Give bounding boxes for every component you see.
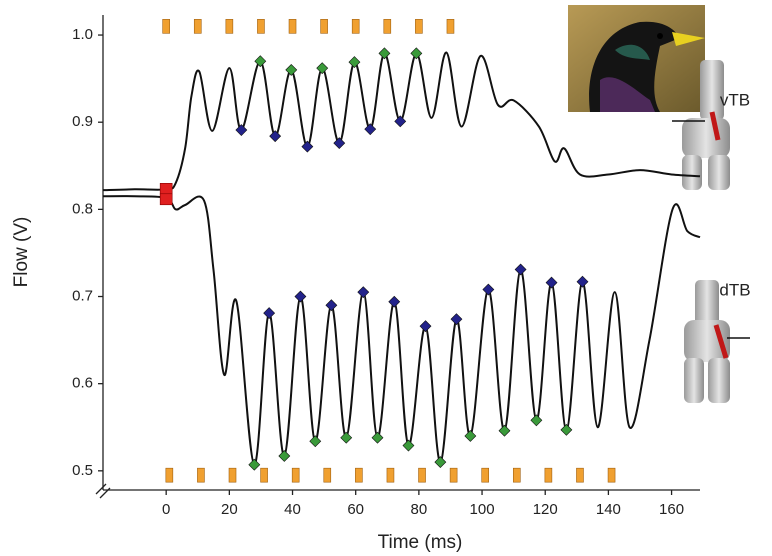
diamond-marker bbox=[560, 423, 573, 436]
diamond-marker bbox=[498, 424, 511, 437]
x-tick-label: 40 bbox=[284, 501, 301, 518]
diamond-marker bbox=[301, 140, 314, 153]
diamond-marker bbox=[514, 263, 527, 276]
diamond-marker bbox=[371, 431, 384, 444]
stimulus-mark bbox=[355, 467, 363, 483]
diamond-marker bbox=[248, 458, 261, 471]
trace-line bbox=[102, 195, 701, 466]
stimulus-mark bbox=[225, 19, 234, 34]
x-tick-label: 60 bbox=[347, 501, 364, 518]
y-tick-label: 0.8 bbox=[72, 200, 93, 217]
diamond-marker bbox=[309, 435, 322, 448]
diamond-marker bbox=[278, 450, 291, 462]
stimulus-mark bbox=[607, 467, 616, 483]
stimulus-mark bbox=[257, 19, 265, 34]
stimulus-mark bbox=[512, 467, 521, 483]
stimulus-mark bbox=[386, 467, 395, 483]
syrinx-icon bbox=[672, 60, 730, 190]
stimulus-mark bbox=[165, 467, 174, 483]
bird-photo bbox=[568, 5, 705, 113]
stimulus-mark bbox=[418, 467, 426, 483]
stimulus-mark bbox=[323, 467, 332, 483]
y-tick-label: 0.7 bbox=[72, 287, 93, 304]
diamond-marker bbox=[530, 414, 543, 427]
stimulus-mark bbox=[193, 19, 202, 34]
stimulus-mark bbox=[576, 467, 584, 483]
x-tick-label: 80 bbox=[411, 501, 428, 518]
diamond-marker bbox=[357, 286, 370, 299]
y-tick-label: 0.6 bbox=[72, 375, 93, 392]
x-axis-label: Time (ms) bbox=[378, 532, 463, 553]
stimulus-mark bbox=[383, 19, 392, 34]
x-tick-label: 140 bbox=[596, 501, 621, 518]
trace-line bbox=[102, 51, 701, 192]
x-tick-label: 20 bbox=[221, 501, 238, 518]
diamond-marker bbox=[340, 431, 353, 444]
trace-label: dTB bbox=[719, 280, 750, 299]
y-axis-label: Flow (V) bbox=[11, 217, 32, 288]
stimulus-mark bbox=[320, 19, 328, 34]
diamond-marker bbox=[333, 137, 346, 150]
diamond-marker bbox=[378, 47, 391, 60]
start-mark bbox=[159, 193, 173, 206]
stimulus-mark bbox=[446, 19, 455, 34]
stimulus-mark bbox=[162, 19, 170, 34]
syrinx-icon bbox=[684, 280, 750, 403]
diamond-marker bbox=[434, 456, 447, 469]
diamond-marker bbox=[263, 307, 276, 319]
diamond-marker bbox=[269, 130, 282, 143]
diamond-marker bbox=[348, 56, 361, 68]
stimulus-mark bbox=[291, 467, 300, 483]
stimulus-mark bbox=[228, 467, 237, 483]
diamond-marker bbox=[419, 320, 432, 333]
x-tick-label: 160 bbox=[659, 501, 684, 518]
stimulus-mark bbox=[415, 19, 423, 34]
diamond-marker bbox=[388, 295, 401, 308]
stimulus-mark bbox=[351, 19, 360, 34]
diamond-marker bbox=[394, 115, 407, 128]
diamond-marker bbox=[254, 55, 267, 68]
diamond-marker bbox=[316, 62, 329, 75]
diamond-marker bbox=[464, 430, 477, 442]
diamond-marker bbox=[364, 123, 377, 136]
start-mark bbox=[159, 183, 173, 195]
stimulus-mark bbox=[260, 467, 268, 483]
diamond-marker bbox=[576, 275, 589, 288]
stimulus-mark bbox=[449, 467, 458, 483]
diamond-marker bbox=[410, 47, 423, 60]
diamond-marker bbox=[545, 276, 558, 289]
x-tick-label: 0 bbox=[162, 501, 170, 518]
y-tick-label: 1.0 bbox=[72, 26, 93, 43]
diamond-marker bbox=[482, 283, 495, 296]
diamond-marker bbox=[285, 63, 298, 76]
diamond-marker bbox=[235, 124, 248, 136]
diamond-marker bbox=[294, 290, 307, 303]
diamond-marker bbox=[402, 439, 415, 452]
stimulus-mark bbox=[197, 467, 205, 483]
x-tick-label: 100 bbox=[470, 501, 495, 518]
y-tick-label: 0.9 bbox=[72, 113, 93, 130]
stimulus-mark bbox=[288, 19, 297, 34]
y-tick-label: 0.5 bbox=[72, 462, 93, 479]
trace-label: vTB bbox=[720, 90, 750, 109]
diamond-marker bbox=[450, 313, 463, 326]
x-tick-label: 120 bbox=[533, 501, 558, 518]
stimulus-mark bbox=[544, 467, 553, 483]
diamond-marker bbox=[325, 299, 338, 312]
stimulus-mark bbox=[481, 467, 490, 483]
